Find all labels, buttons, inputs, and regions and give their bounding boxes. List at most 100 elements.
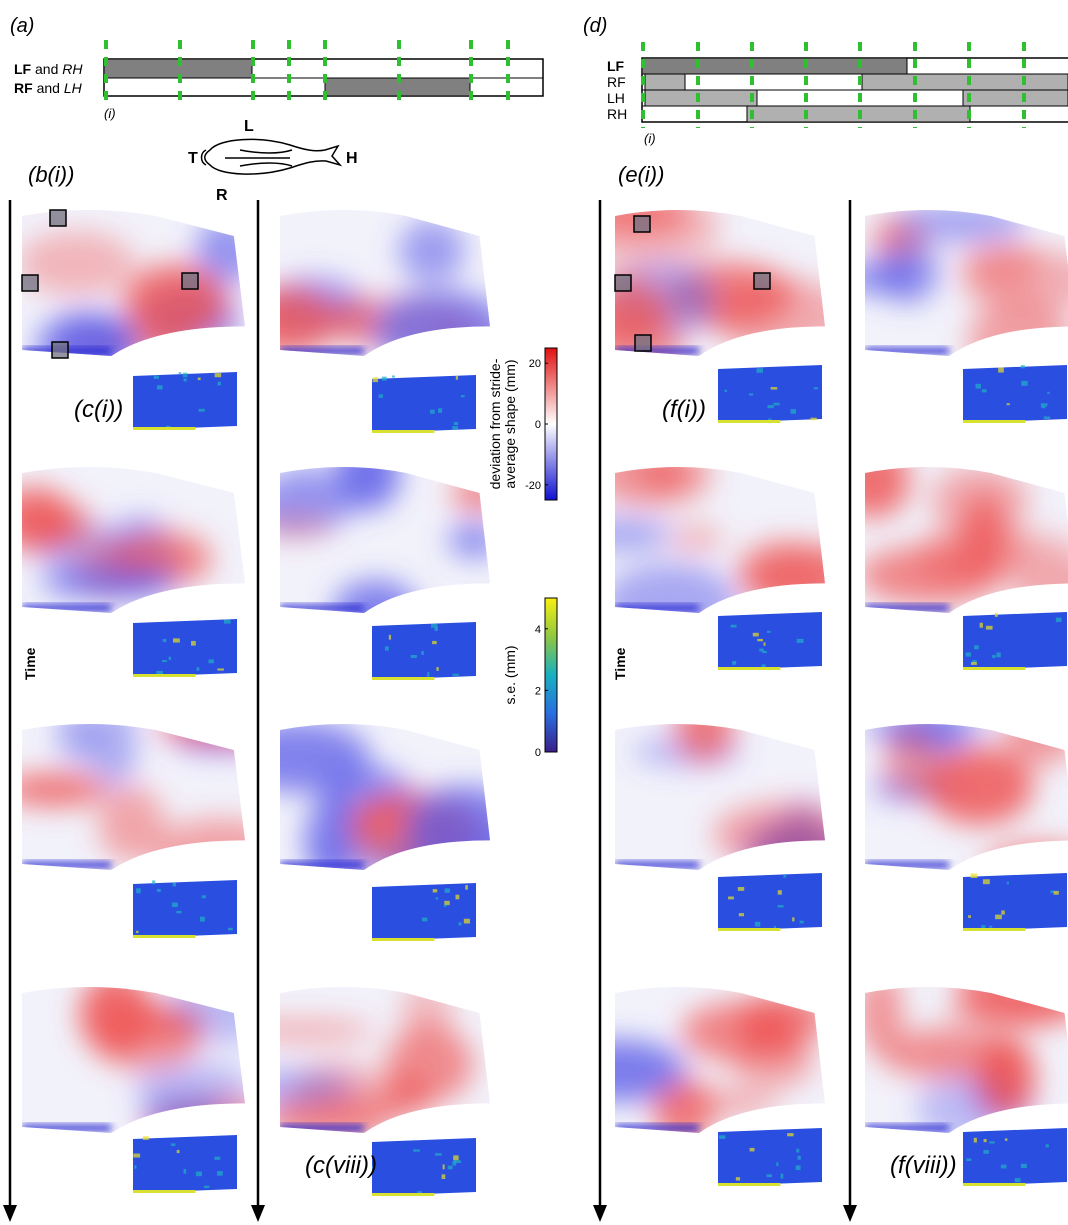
panel-label: (a) bbox=[10, 15, 34, 37]
se-speck bbox=[766, 1174, 773, 1178]
se-speck bbox=[796, 1148, 800, 1153]
edge bbox=[615, 1125, 699, 1131]
se-speck bbox=[1014, 1178, 1021, 1183]
se-speck bbox=[172, 638, 180, 643]
blob bbox=[400, 987, 454, 1042]
colorbar-tick-label: 0 bbox=[535, 419, 541, 431]
marker-square bbox=[614, 274, 632, 292]
blob bbox=[404, 786, 490, 868]
colorbar-label: average shape (mm) bbox=[502, 359, 518, 488]
se-speck bbox=[156, 888, 161, 892]
blob bbox=[711, 277, 825, 354]
se-speck bbox=[1041, 406, 1046, 409]
se-speck bbox=[133, 1153, 141, 1158]
se-speck bbox=[795, 1165, 801, 1171]
se-edge bbox=[133, 935, 196, 938]
se-speck bbox=[754, 921, 761, 927]
colorbar-label: deviation from stride- bbox=[487, 358, 503, 489]
deviation-map bbox=[280, 724, 490, 870]
blob bbox=[41, 567, 178, 598]
panel-label: (b(i)) bbox=[28, 162, 74, 187]
se-speck bbox=[724, 389, 728, 392]
se-speck bbox=[777, 904, 784, 908]
se-speck bbox=[432, 640, 437, 645]
se-speck bbox=[201, 895, 206, 899]
gait-label: LH bbox=[607, 90, 625, 106]
se-speck bbox=[388, 634, 392, 640]
se-speck bbox=[1055, 617, 1062, 623]
se-speck bbox=[176, 1149, 180, 1154]
se-speck bbox=[443, 904, 447, 907]
se-edge bbox=[963, 420, 1026, 423]
se-speck bbox=[208, 659, 214, 664]
blob bbox=[22, 773, 107, 806]
blob bbox=[334, 298, 378, 341]
se-speck bbox=[214, 1156, 221, 1160]
blob bbox=[334, 467, 401, 511]
se-bg bbox=[963, 612, 1067, 670]
se-speck bbox=[172, 882, 176, 887]
se-bg bbox=[718, 365, 822, 423]
se-speck bbox=[171, 902, 178, 907]
body-schematic: L T H R bbox=[188, 118, 358, 204]
panel-label: (e(i)) bbox=[618, 162, 664, 187]
se-map bbox=[718, 612, 822, 670]
se-speck bbox=[982, 879, 990, 885]
se-bg bbox=[718, 612, 822, 670]
se-speck bbox=[460, 395, 465, 398]
blob bbox=[398, 219, 465, 283]
se-speck bbox=[183, 1168, 187, 1174]
blob bbox=[615, 518, 673, 551]
panel-label: (c(viii)) bbox=[305, 1152, 377, 1179]
blob bbox=[865, 724, 992, 742]
se-edge bbox=[963, 928, 1026, 931]
se-speck bbox=[973, 1137, 977, 1143]
se-speck bbox=[427, 672, 430, 677]
blob bbox=[57, 724, 98, 764]
time-label: Time bbox=[22, 647, 38, 680]
panel-label: (f(viii)) bbox=[890, 1152, 957, 1179]
blob bbox=[79, 987, 154, 1056]
deviation-map bbox=[615, 467, 825, 613]
colorbar-tick-label: 4 bbox=[535, 624, 541, 636]
se-edge bbox=[963, 1183, 1026, 1186]
se-bg bbox=[133, 619, 237, 677]
blob bbox=[865, 546, 1002, 605]
blob bbox=[615, 563, 738, 613]
se-speck bbox=[983, 1150, 989, 1154]
se-speck bbox=[444, 900, 450, 906]
edge bbox=[615, 605, 699, 611]
marker-square bbox=[51, 341, 69, 359]
blob bbox=[615, 467, 711, 507]
se-speck bbox=[737, 886, 745, 891]
se-speck bbox=[972, 659, 977, 663]
se-speck bbox=[432, 889, 438, 893]
se-map bbox=[133, 1135, 237, 1193]
se-edge bbox=[718, 420, 781, 423]
blob bbox=[123, 263, 228, 343]
edge bbox=[280, 605, 364, 611]
se-speck bbox=[773, 402, 780, 406]
gait-label: RF bbox=[607, 74, 626, 90]
se-edge bbox=[372, 1193, 435, 1196]
blob bbox=[681, 1002, 788, 1062]
se-bg bbox=[963, 873, 1067, 931]
se-speck bbox=[790, 409, 797, 414]
se-speck bbox=[1043, 416, 1051, 420]
blob bbox=[879, 1028, 1028, 1080]
se-speck bbox=[452, 1160, 457, 1166]
colorbar-tick-label: 20 bbox=[529, 358, 541, 370]
se-speck bbox=[1004, 1138, 1008, 1141]
se-speck bbox=[142, 1136, 149, 1140]
se-speck bbox=[738, 913, 745, 917]
se-speck bbox=[1053, 890, 1059, 895]
deviation-map bbox=[22, 987, 245, 1133]
se-speck bbox=[413, 1149, 420, 1152]
se-speck bbox=[156, 385, 163, 390]
se-speck bbox=[719, 1135, 726, 1139]
blob bbox=[304, 800, 356, 870]
blob bbox=[371, 290, 490, 356]
edge bbox=[22, 1125, 112, 1131]
edge bbox=[22, 862, 112, 868]
